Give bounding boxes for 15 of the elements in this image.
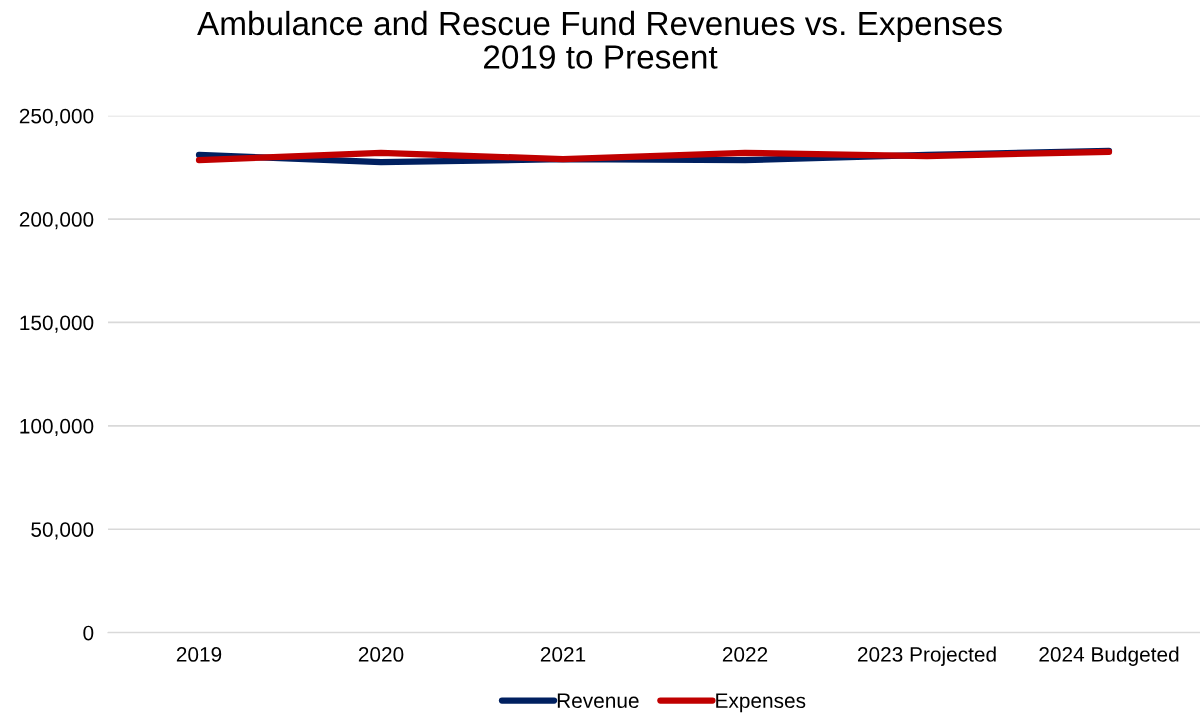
y-tick-label: 0	[83, 625, 94, 641]
y-tick-label: 100,000	[20, 418, 94, 437]
x-tick-label: 2022	[722, 647, 768, 662]
legend-label: Revenue	[557, 693, 639, 709]
y-tick-label: 250,000	[19, 108, 94, 126]
x-tick-label: 2024 Budgeted	[1039, 646, 1179, 666]
x-tick-label: 2019	[176, 647, 222, 662]
y-tick-label: 50,000	[31, 522, 94, 540]
x-tick-label: 2020	[358, 647, 404, 662]
legend-label: Expenses	[716, 693, 806, 713]
x-tick-label: 2023 Projected	[857, 646, 996, 666]
y-tick-label: 200,000	[19, 212, 94, 230]
chart-title: Ambulance and Rescue Fund Revenues vs. Expenses 2019 to Present	[197, 10, 1002, 69]
y-tick-label: 150,000	[20, 315, 94, 333]
x-tick-label: 2021	[540, 647, 586, 662]
